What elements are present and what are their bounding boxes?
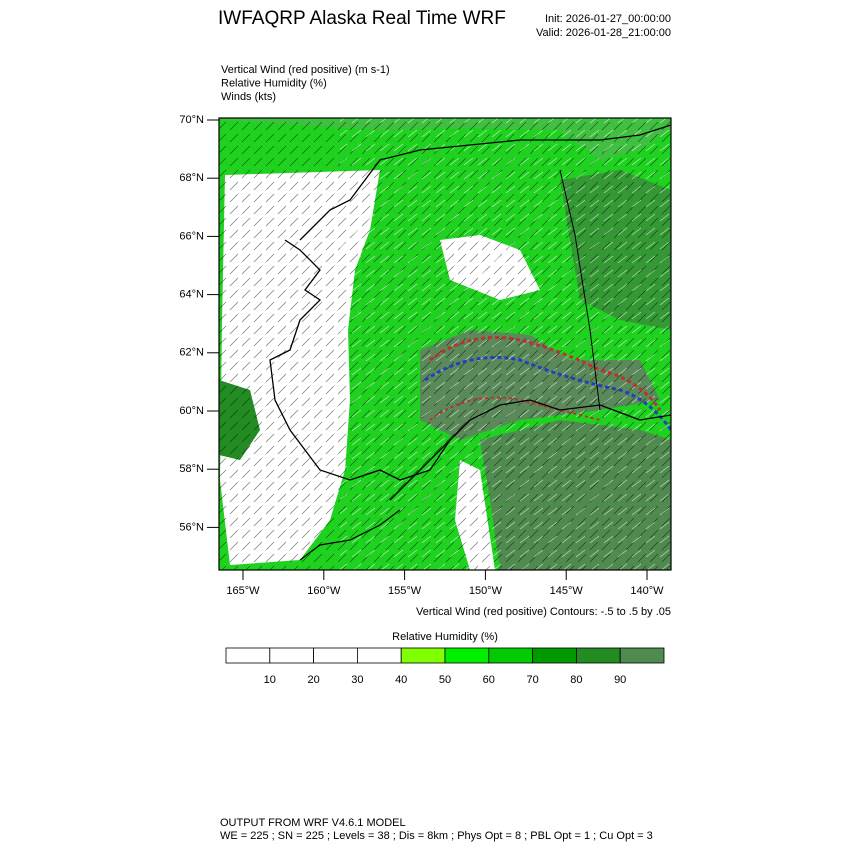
map-frame <box>218 117 672 571</box>
coastline <box>299 509 401 561</box>
colorbar-swatch <box>400 647 446 664</box>
lat-label: 56°N <box>179 521 204 533</box>
colorbar-swatch <box>269 647 314 664</box>
colorbar-label: 30 <box>351 674 363 686</box>
vertical-wind-contour <box>424 356 671 431</box>
field-label: Vertical Wind (red positive) (m s-1) <box>221 64 390 76</box>
coastline <box>269 239 671 481</box>
colorbar-swatch <box>619 647 665 664</box>
field-label: Winds (kts) <box>221 91 276 103</box>
coastline <box>299 124 671 241</box>
footer-line: WE = 225 ; SN = 225 ; Levels = 38 ; Dis … <box>220 830 653 842</box>
coastline <box>389 419 471 501</box>
colorbar-swatch <box>356 647 402 664</box>
lat-label: 62°N <box>179 347 204 359</box>
colorbar-swatch <box>225 647 271 664</box>
map-field <box>219 118 671 570</box>
border <box>559 169 601 411</box>
colorbar-label: 80 <box>570 674 582 686</box>
colorbar-title: Relative Humidity (%) <box>392 631 498 643</box>
contour-note: Vertical Wind (red positive) Contours: -… <box>416 606 671 618</box>
vertical-wind-contour <box>429 396 601 421</box>
colorbar-swatch <box>532 647 577 664</box>
lat-label: 60°N <box>179 405 204 417</box>
title: IWFAQRP Alaska Real Time WRF <box>218 8 506 29</box>
lat-label: 70°N <box>179 114 204 126</box>
colorbar-swatch <box>313 647 358 664</box>
lat-label: 68°N <box>179 172 204 184</box>
lon-label: 165°W <box>226 585 260 597</box>
colorbar-label: 60 <box>483 674 495 686</box>
wind-barbs <box>340 118 671 570</box>
colorbar-label: 20 <box>307 674 319 686</box>
lat-label: 58°N <box>179 463 204 475</box>
colorbar-label: 50 <box>439 674 451 686</box>
lon-label: 155°W <box>388 585 422 597</box>
colorbar-swatch <box>444 647 490 664</box>
lat-label: 66°N <box>179 230 204 242</box>
field-label: Relative Humidity (%) <box>221 77 327 89</box>
footer-line: OUTPUT FROM WRF V4.6.1 MODEL <box>220 817 406 829</box>
colorbar-label: 70 <box>526 674 538 686</box>
colorbar-label: 90 <box>614 674 626 686</box>
colorbar-label: 10 <box>264 674 276 686</box>
lon-label: 145°W <box>550 585 584 597</box>
vertical-wind-contour <box>429 336 662 411</box>
init-time: Init: 2026-01-27_00:00:00 <box>545 13 671 25</box>
colorbar-swatch <box>488 647 533 664</box>
valid-time: Valid: 2026-01-28_21:00:00 <box>536 27 671 39</box>
colorbar-label: 40 <box>395 674 407 686</box>
lat-label: 64°N <box>179 289 204 301</box>
lon-label: 160°W <box>307 585 341 597</box>
lon-label: 140°W <box>630 585 664 597</box>
lon-label: 150°W <box>469 585 503 597</box>
colorbar-swatch <box>576 647 621 664</box>
